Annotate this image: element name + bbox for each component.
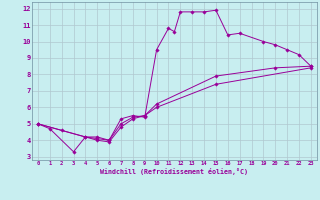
X-axis label: Windchill (Refroidissement éolien,°C): Windchill (Refroidissement éolien,°C) — [100, 168, 248, 175]
